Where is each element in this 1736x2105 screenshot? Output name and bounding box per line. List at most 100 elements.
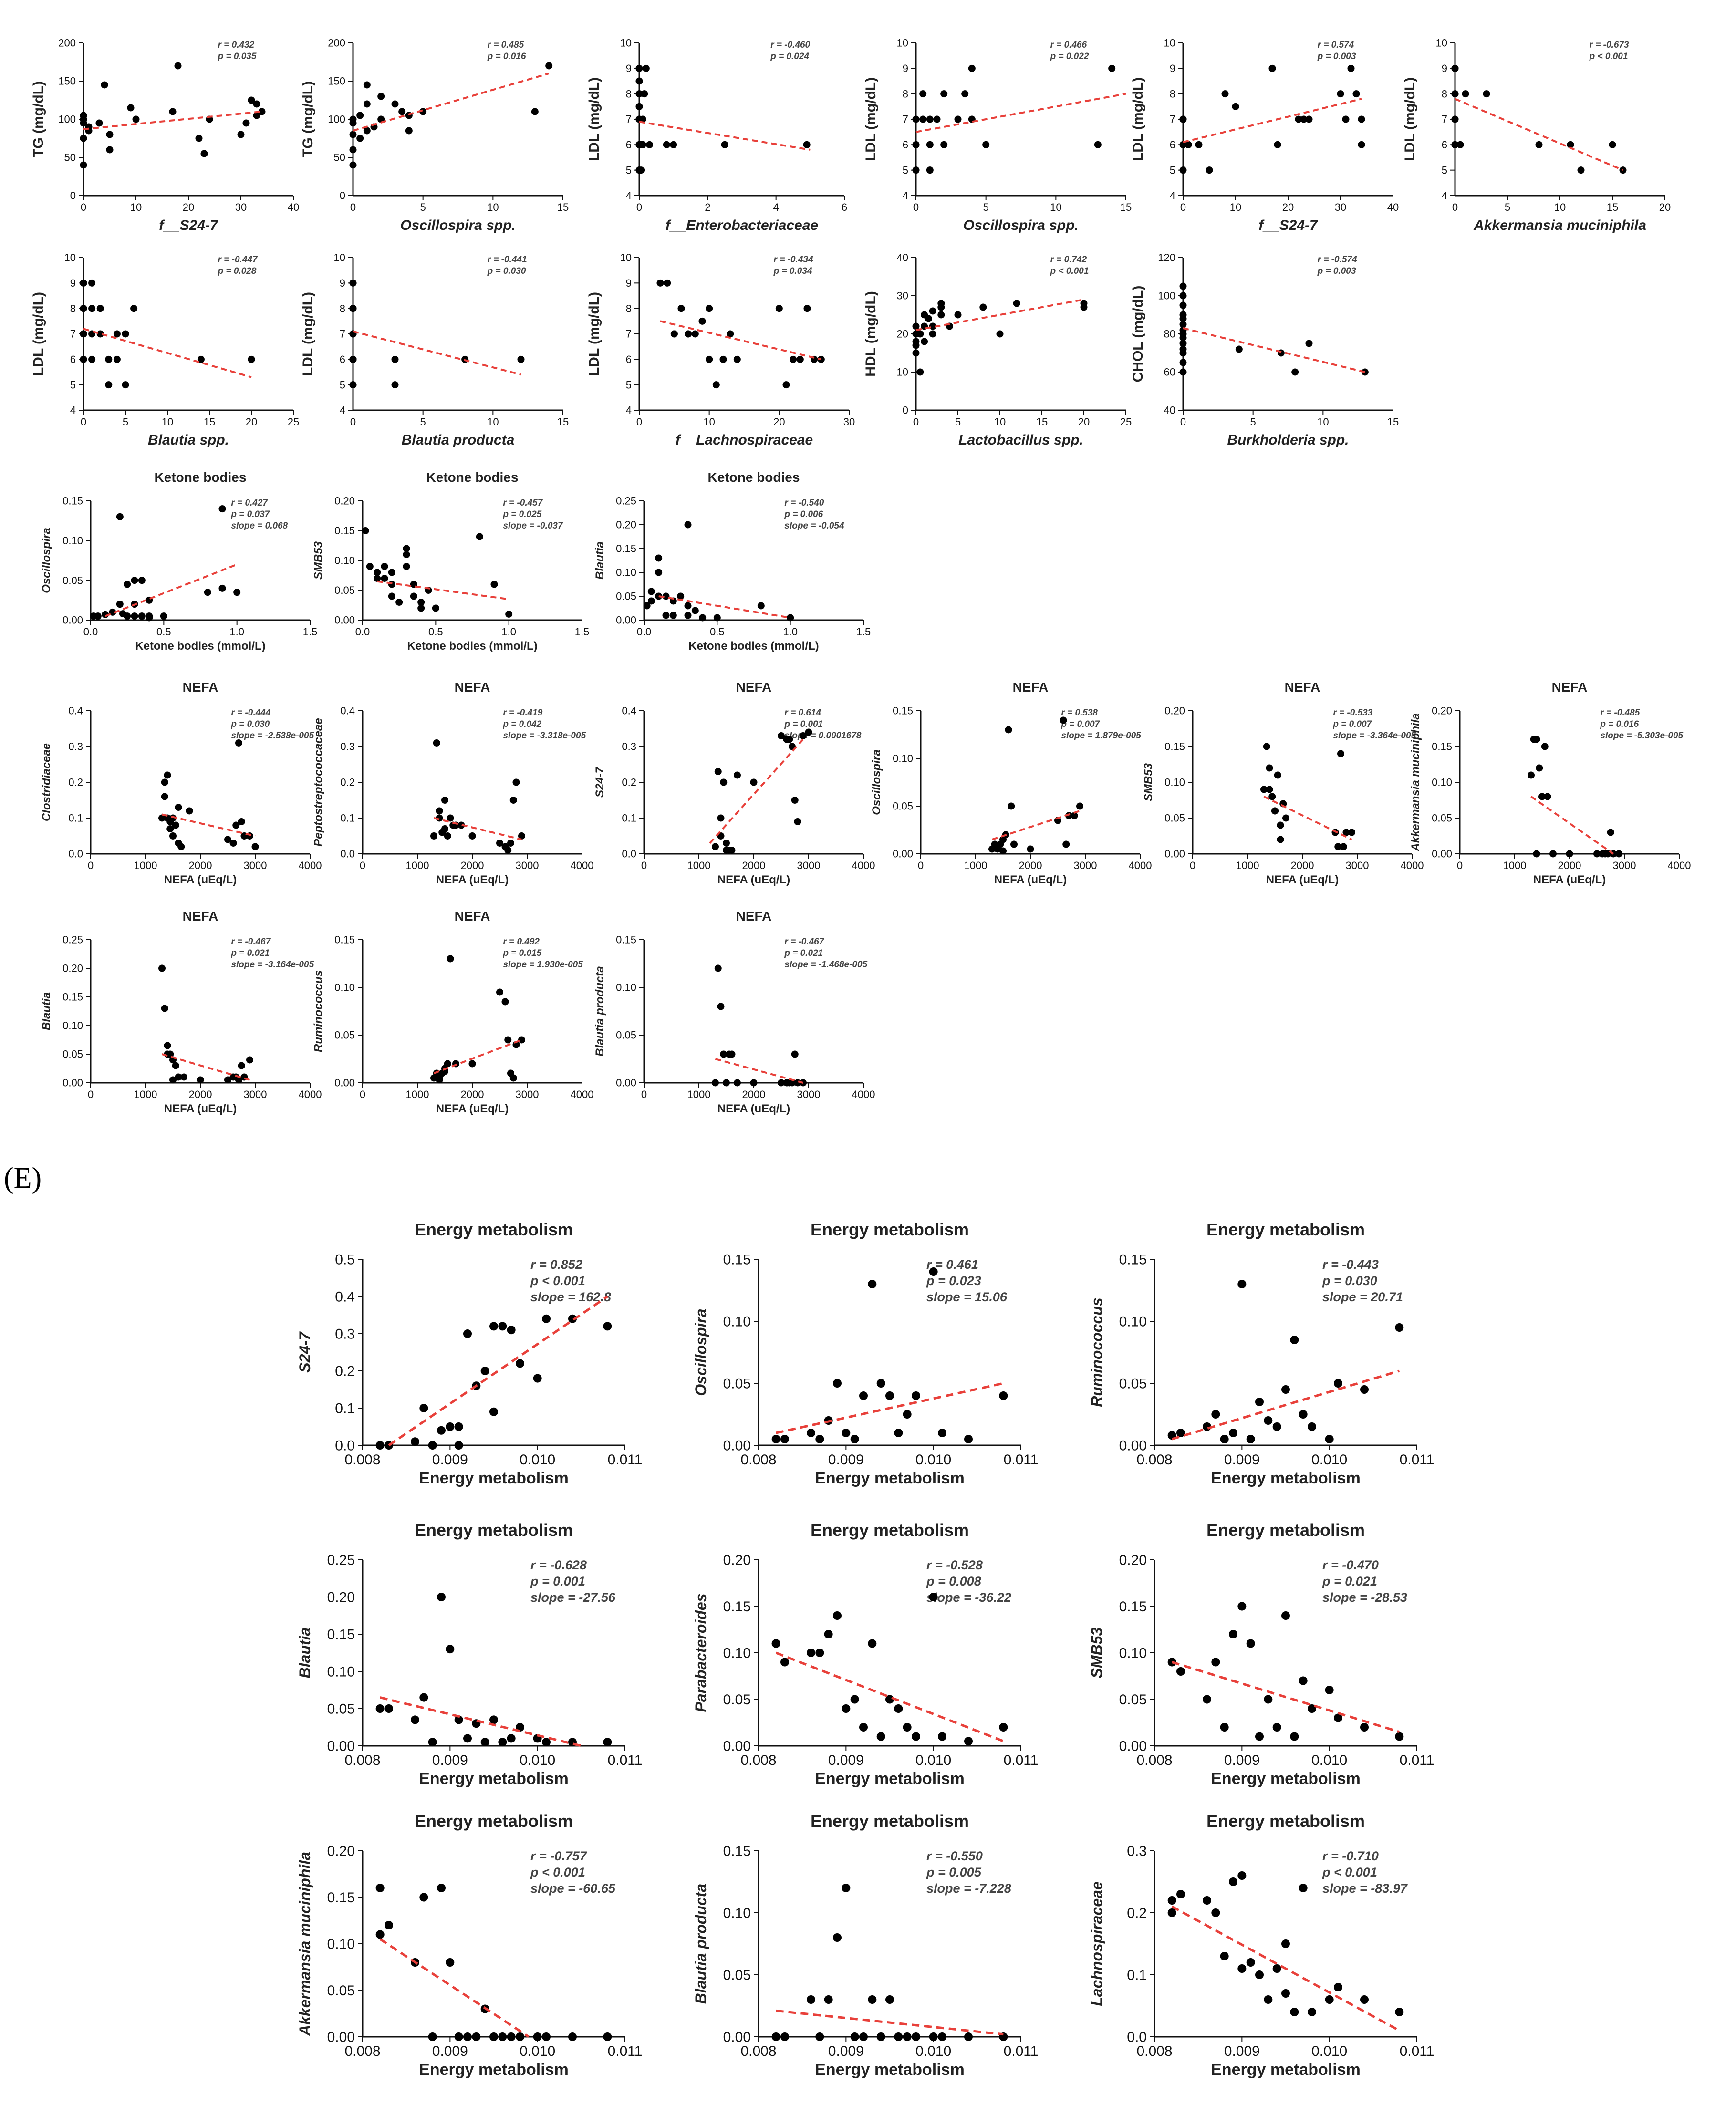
x-axis-label: Energy metabolism [419,1770,569,1788]
data-point [1179,301,1187,309]
data-point [169,1076,177,1084]
x-tick-label: 0 [641,860,647,871]
x-tick-label: 4000 [299,860,322,871]
y-tick-label: 9 [1170,62,1175,74]
data-point [509,797,517,804]
x-tick-label: 0.010 [520,1452,555,1468]
stats-line: r = 0.614 [784,708,821,718]
data-point [516,2032,524,2041]
stats-line: r = 0.427 [231,498,268,508]
stats-line: r = -0.419 [503,708,542,718]
data-point [1271,807,1279,815]
data-point [388,592,395,600]
data-point [444,832,451,840]
data-point [1255,1398,1264,1406]
panel-title: NEFA [455,909,490,923]
data-point [662,612,670,619]
data-point [794,818,801,825]
data-point [1211,1658,1220,1667]
y-tick-label: 0.2 [68,777,83,788]
y-axis-label: Blautia producta [593,966,606,1056]
y-axis-label: SMB53 [312,541,325,580]
trend-line [1183,327,1365,373]
scatter-panel-p11: 0 5 10 15 40 60 80 100 120 Burkholderia spp. CHOL … [1130,252,1399,448]
data-point [80,135,87,142]
y-tick-label: 7 [1170,114,1175,125]
stats-line: r = 0.485 [488,40,524,50]
data-point [964,1435,973,1443]
x-tick-label: 15 [1120,201,1132,213]
data-point [489,2032,498,2041]
x-tick-label: 2000 [1019,860,1042,871]
data-point [1268,793,1276,800]
data-point [403,563,410,570]
data-point [542,1738,551,1747]
data-point [224,1076,231,1084]
data-point [912,2032,920,2041]
x-tick-label: 0 [360,1089,365,1100]
x-tick-label: 0.011 [1004,2043,1039,2059]
y-tick-label: 0.05 [1119,1376,1147,1392]
stats-line: p < 0.001 [1050,266,1089,276]
data-point [175,804,182,811]
stats-line: p = 0.003 [1317,266,1356,276]
trend-line [1171,1661,1400,1733]
data-point [635,90,643,98]
data-point [1060,716,1067,724]
stats-line: r = -0.528 [926,1558,983,1572]
data-point [362,527,369,534]
stats-line: slope = -0.037 [503,521,563,531]
x-tick-label: 0.009 [828,1752,864,1768]
y-tick-label: 0.20 [327,1590,355,1606]
data-point [1237,1280,1247,1288]
y-tick-label: 8 [1170,88,1175,100]
y-tick-label: 10 [1164,37,1175,49]
data-point [926,141,934,148]
data-point [509,1074,517,1082]
data-point [468,832,476,840]
data-point [235,739,242,747]
data-point [1010,840,1018,848]
data-point [498,1738,507,1747]
data-point [787,614,794,622]
x-tick-label: 0.5 [710,626,725,638]
data-point [1167,1896,1176,1905]
data-point [1456,141,1464,148]
stats-line: r = -0.457 [503,498,543,508]
data-point [1281,1989,1290,1998]
data-point [1615,850,1622,858]
trend-line [775,1651,1004,1742]
panel-title: NEFA [736,909,772,923]
data-point [850,2032,859,2041]
y-tick-label: 6 [1170,139,1175,151]
panel-title: Energy metabolism [415,1220,573,1239]
y-tick-label: 5 [903,164,908,176]
data-point [791,797,799,804]
section-label-e: (E) [4,1162,42,1194]
data-point [635,77,643,85]
data-point [999,1391,1008,1400]
data-point [1220,1952,1229,1960]
trend-line [1263,796,1352,840]
data-point [374,575,381,582]
data-point [454,1441,463,1450]
x-tick-label: 0.5 [156,626,171,638]
y-tick-label: 0.10 [334,555,355,567]
x-axis-label: NEFA (uEq/L) [994,873,1067,886]
data-point [166,1050,174,1058]
data-point [1281,1939,1290,1948]
data-point [786,736,793,743]
data-point [454,2032,463,2041]
data-point [815,1435,824,1443]
y-tick-label: 0.00 [616,614,636,626]
data-point [1334,1983,1342,1991]
y-axis-label: Blautia producta [692,1884,709,2004]
data-point [1179,340,1187,347]
y-tick-label: 0.2 [622,777,636,788]
data-point [655,569,663,576]
data-point [999,847,1007,855]
y-tick-label: 0.4 [335,1289,355,1305]
data-point [169,108,177,115]
y-tick-label: 0.4 [340,705,355,717]
stats-line: p = 0.015 [502,948,541,958]
